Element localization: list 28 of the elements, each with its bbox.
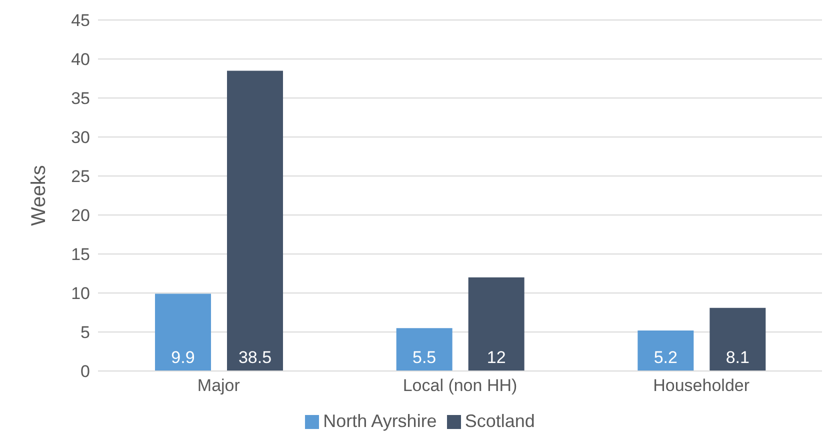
- bar: [468, 277, 524, 371]
- y-tick-label: 15: [71, 245, 90, 264]
- bar: [710, 308, 766, 371]
- data-label: 8.1: [726, 348, 750, 367]
- x-tick-label: Major: [197, 376, 240, 396]
- data-label: 38.5: [238, 348, 272, 367]
- x-tick-label: Local (non HH): [402, 376, 518, 396]
- bar: [155, 294, 211, 371]
- y-tick-label: 25: [71, 167, 90, 186]
- legend-label: North Ayrshire: [323, 411, 437, 431]
- data-label: 12: [486, 348, 506, 367]
- bar: [396, 328, 452, 371]
- bar: [638, 330, 694, 371]
- bar: [227, 70, 283, 371]
- y-tick-label: 10: [71, 284, 90, 304]
- y-tick-label: 35: [71, 89, 90, 108]
- x-tick-label: Householder: [653, 376, 750, 396]
- data-label: 5.5: [412, 348, 436, 367]
- y-tick-label: 30: [71, 128, 90, 148]
- y-tick-label: 5: [80, 323, 90, 342]
- data-label: 5.2: [654, 348, 678, 367]
- y-tick-label: 40: [71, 50, 90, 70]
- y-tick-label: 45: [71, 11, 90, 30]
- data-label: 9.9: [171, 348, 195, 367]
- y-tick-label: 20: [71, 206, 90, 226]
- y-tick-label: 0: [80, 362, 90, 382]
- y-axis-title: Weeks: [28, 165, 50, 226]
- legend-label: Scotland: [464, 411, 535, 431]
